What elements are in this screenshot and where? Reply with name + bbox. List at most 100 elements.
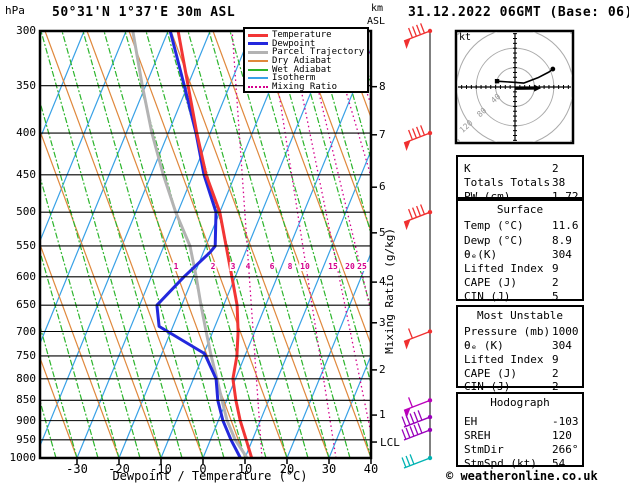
indices-table-section: Surface Temp (°C) 11.6 Dewp (°C) 8.9 θₑ(K) 304… bbox=[456, 199, 584, 303]
datetime-title: 31.12.2022 06GMT (Base: 06) bbox=[408, 5, 629, 20]
mixing-ratio-label: 8 bbox=[286, 262, 294, 271]
temperature-tick-label: 20 bbox=[279, 462, 295, 476]
table-row-value: 9 bbox=[552, 353, 559, 366]
km-tick-label: 7 bbox=[379, 128, 386, 141]
mixing-ratio-label: 10 bbox=[299, 262, 311, 271]
temperature-tick-label: 30 bbox=[321, 462, 337, 476]
km-tick-label: 6 bbox=[379, 180, 386, 193]
legend: Temperature Dewpoint Parcel Trajectory Dry … bbox=[243, 27, 369, 93]
mixing-ratio-label: 1 bbox=[172, 262, 180, 271]
legend-line-swatch-icon bbox=[248, 33, 268, 37]
km-tick-label: 2 bbox=[379, 363, 386, 376]
legend-row: Mixing Ratio bbox=[248, 82, 367, 91]
indices-table-section: Hodograph EH -103 SREH 120 StmDir 266° StmSpd (… bbox=[456, 392, 584, 470]
mixing-ratio-lines bbox=[231, 31, 371, 458]
legend-label: Parcel Trajectory bbox=[272, 47, 365, 58]
table-row-value: 304 bbox=[552, 339, 572, 352]
wind-barb bbox=[401, 454, 433, 469]
table-row-label: SREH bbox=[464, 429, 491, 442]
table-row-value: 5 bbox=[552, 290, 559, 303]
table-row-value: 120 bbox=[552, 429, 572, 442]
table-row-value: 2 bbox=[552, 162, 559, 175]
wind-barb bbox=[401, 423, 433, 441]
table-row-value: 54 bbox=[552, 457, 566, 470]
temperature-tick-label: -30 bbox=[66, 462, 88, 476]
wind-barb bbox=[403, 328, 433, 350]
table-row-value: 9 bbox=[552, 262, 559, 275]
pressure-tick-label: 300 bbox=[16, 24, 36, 37]
pressure-tick-label: 950 bbox=[16, 433, 36, 446]
pressure-tick-label: 1000 bbox=[9, 451, 37, 464]
lcl-label: LCL bbox=[380, 436, 400, 449]
pressure-tick-label: 600 bbox=[16, 270, 36, 283]
table-row-value: 2 bbox=[552, 380, 559, 393]
dewpoint-curve bbox=[155, 31, 242, 458]
km-tick-label: 5 bbox=[379, 226, 386, 239]
table-row-value: 11.6 bbox=[552, 219, 579, 232]
table-row-label: StmDir bbox=[464, 443, 504, 456]
temperature-tick-label: 40 bbox=[363, 462, 379, 476]
table-row-label: StmSpd (kt) bbox=[464, 457, 537, 470]
x-axis-title: Dewpoint / Temperature (°C) bbox=[112, 469, 308, 483]
legend-line-swatch-icon bbox=[248, 85, 268, 88]
mixing-ratio-label: 20 bbox=[344, 262, 356, 271]
legend-line-swatch-icon bbox=[248, 42, 268, 46]
pressure-tick-label: 650 bbox=[16, 298, 36, 311]
isotherm-lines bbox=[40, 31, 371, 458]
legend-row: Dry Adiabat bbox=[248, 57, 367, 66]
table-row-label: CAPE (J) bbox=[464, 367, 517, 380]
legend-label: Dewpoint bbox=[272, 38, 316, 49]
legend-line-swatch-icon bbox=[248, 60, 268, 63]
wind-barb bbox=[403, 125, 433, 152]
table-section-title: Surface bbox=[496, 203, 544, 216]
x-axis-ticks bbox=[76, 459, 372, 464]
mixing-ratio-axis-label: Mixing Ratio (g/kg) bbox=[383, 228, 396, 354]
pressure-tick-label: 450 bbox=[16, 168, 36, 181]
asl-unit-label: ASL bbox=[367, 16, 386, 27]
table-row-label: θₑ (K) bbox=[464, 339, 504, 352]
plot-border bbox=[38, 29, 373, 460]
km-ticks bbox=[371, 85, 377, 443]
wind-barb bbox=[403, 23, 433, 49]
legend-line-swatch-icon bbox=[248, 50, 268, 54]
legend-line-swatch-icon bbox=[248, 77, 268, 80]
table-row-label: Totals Totals bbox=[464, 176, 551, 189]
table-row-value: 8.9 bbox=[552, 234, 572, 247]
hodograph-unit-label: kt bbox=[459, 32, 472, 43]
table-row-label: Pressure (mb) bbox=[464, 325, 551, 338]
table-row-value: 304 bbox=[552, 248, 572, 261]
station-title: 50°31'N 1°37'E 30m ASL bbox=[52, 5, 236, 20]
pressure-tick-label: 800 bbox=[16, 372, 36, 385]
pressure-tick-label: 500 bbox=[16, 205, 36, 218]
indices-table-section: Most Unstable Pressure (mb) 1000 θₑ (K) 304 L… bbox=[456, 305, 584, 393]
wind-barb bbox=[403, 204, 433, 231]
table-row-label: θₑ(K) bbox=[464, 248, 498, 261]
mixing-ratio-label: 3 bbox=[229, 262, 237, 271]
km-unit-label: km bbox=[371, 3, 384, 14]
table-row-label: Dewp (°C) bbox=[464, 234, 524, 247]
legend-label: Wet Adiabat bbox=[272, 64, 332, 75]
wet-adiabat-lines bbox=[40, 31, 371, 458]
km-tick-label: 4 bbox=[379, 275, 386, 288]
table-row-label: Lifted Index bbox=[464, 353, 544, 366]
legend-label: Dry Adiabat bbox=[272, 56, 332, 67]
mixing-ratio-label: 6 bbox=[268, 262, 276, 271]
storm-motion-arrow bbox=[514, 84, 542, 92]
pressure-tick-label: 400 bbox=[16, 126, 36, 139]
table-row-label: EH bbox=[464, 415, 478, 428]
table-row-value: 38 bbox=[552, 176, 566, 189]
pressure-tick-label: 850 bbox=[16, 393, 36, 406]
km-tick-label: 8 bbox=[379, 80, 386, 93]
table-row-label: K bbox=[464, 162, 471, 175]
temperature-tick-label: -10 bbox=[150, 462, 172, 476]
legend-row: Dewpoint bbox=[248, 38, 367, 49]
mixing-ratio-label: 25 bbox=[356, 262, 368, 271]
pressure-tick-label: 350 bbox=[16, 79, 36, 92]
legend-line-swatch-icon bbox=[248, 68, 268, 71]
legend-row: Isotherm bbox=[248, 74, 367, 83]
table-section-title: Hodograph bbox=[490, 396, 550, 409]
mixing-ratio-label: 15 bbox=[327, 262, 339, 271]
copyright: © weatheronline.co.uk bbox=[446, 469, 598, 483]
table-row-label: CIN (J) bbox=[464, 290, 511, 303]
legend-row: Parcel Trajectory bbox=[248, 48, 367, 57]
